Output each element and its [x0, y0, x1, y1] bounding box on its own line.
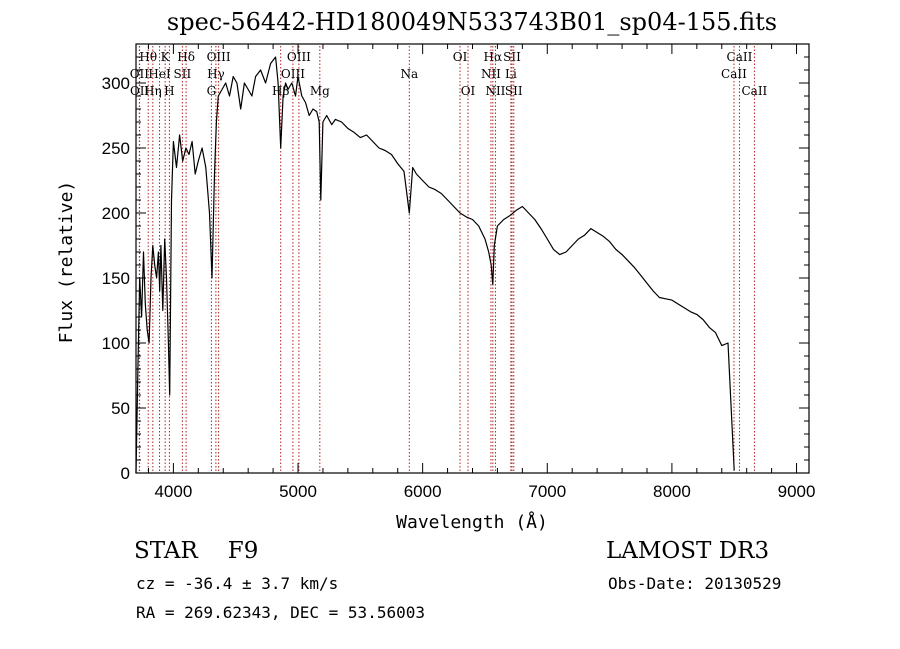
line-marker-label-6: Hδ: [177, 50, 195, 64]
redshift-text: cz = -36.4 ± 3.7 km/s: [136, 574, 339, 593]
spectral-class: STAR F9: [134, 538, 258, 564]
line-marker-label-11: G: [207, 84, 217, 98]
line-marker-label-8: H: [164, 84, 174, 98]
line-marker-label-3: K: [161, 50, 171, 64]
plot-frame: [135, 43, 810, 474]
y-tick-label-6: 300: [102, 74, 130, 93]
line-marker-label-23: NII: [485, 84, 505, 98]
x-tick-label-2: 6000: [404, 482, 442, 501]
x-tick-label-4: 8000: [653, 482, 691, 501]
x-tick-label-0: 4000: [154, 482, 192, 501]
line-marker-label-24: SII: [505, 84, 523, 98]
subclass-label: F9: [227, 538, 259, 564]
axis-ticks: 4000 5000 6000 7000 8000 9000 0 50 100 150 200 250 3…: [102, 43, 816, 501]
line-marker-label-7: SII: [174, 67, 192, 81]
x-tick-label-3: 7000: [528, 482, 566, 501]
survey-label: LAMOST DR3: [606, 538, 770, 564]
y-tick-label-5: 250: [102, 139, 130, 158]
y-tick-label-3: 150: [102, 269, 130, 288]
line-marker-label-21: NII: [481, 67, 501, 81]
y-tick-label-0: 0: [121, 464, 130, 483]
spectrum-series: [135, 56, 735, 474]
class-label: STAR: [134, 538, 198, 564]
y-tick-label-4: 200: [102, 204, 130, 223]
spectrum-line: [135, 56, 735, 474]
y-axis-label: Flux (relative): [56, 181, 77, 344]
line-marker-label-22: Li: [505, 67, 517, 81]
line-marker-label-13: OIII: [281, 67, 305, 81]
line-marker-label-17: OI: [453, 50, 468, 64]
y-tick-label-2: 100: [102, 334, 130, 353]
line-marker-label-26: CaII: [721, 67, 747, 81]
line-marker-label-16: Na: [400, 67, 418, 81]
chart-title: spec-56442-HD180049N533743B01_sp04-155.f…: [166, 8, 778, 36]
line-marker-label-15: Mg: [310, 84, 330, 98]
line-marker-label-19: Hα: [484, 50, 503, 64]
line-marker-label-9: OIII: [207, 50, 231, 64]
line-marker-label-5: Hη: [144, 84, 162, 98]
line-marker-label-0: Hθ: [139, 50, 157, 64]
line-marker-label-27: CaII: [741, 84, 767, 98]
line-marker-label-25: CaII: [727, 50, 753, 64]
y-tick-label-1: 50: [111, 399, 130, 418]
coordinates-text: RA = 269.62343, DEC = 53.56003: [136, 603, 425, 622]
obs-date-text: Obs-Date: 20130529: [608, 574, 782, 593]
line-marker-label-4: HeI: [148, 67, 171, 81]
x-axis-label: Wavelength (Å): [396, 511, 548, 533]
line-marker-label-18: OI: [461, 84, 476, 98]
line-marker-label-12: OIII: [287, 50, 311, 64]
x-tick-label-5: 9000: [778, 482, 816, 501]
x-tick-label-1: 5000: [279, 482, 317, 501]
line-marker-label-10: Hγ: [207, 67, 225, 81]
line-marker-label-2: OII: [130, 84, 150, 98]
line-marker-label-20: SII: [503, 50, 521, 64]
